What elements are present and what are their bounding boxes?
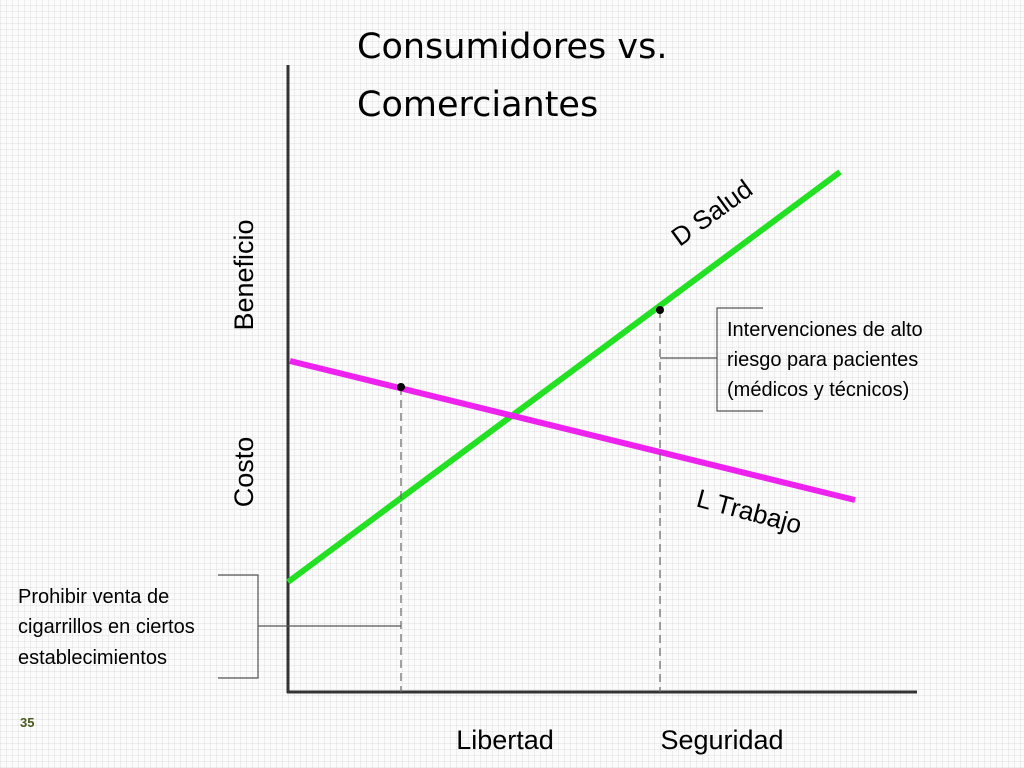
annotation-line: establecimientos	[18, 647, 167, 669]
annotation-line: Prohibir venta de	[18, 586, 169, 608]
supply-curve	[289, 358, 856, 503]
title-line: Consumidores vs.	[357, 27, 668, 67]
point	[656, 306, 664, 314]
point	[397, 383, 405, 391]
curve-label: L Trabajo	[694, 483, 806, 540]
title-line: Comerciantes	[357, 85, 598, 125]
annotation-line: (médicos y técnicos)	[727, 379, 909, 401]
right-bracket	[660, 307, 763, 412]
x-axis-label: Seguridad	[660, 725, 783, 755]
x-axis-label: Libertad	[456, 725, 554, 755]
y-axis-label: Beneficio	[229, 219, 259, 330]
demand-curve	[286, 169, 842, 585]
annotation-line: Intervenciones de alto	[727, 319, 923, 341]
annotation-line: cigarrillos en ciertos	[18, 616, 195, 638]
page-number: 35	[20, 715, 34, 730]
y-axis-label: Costo	[229, 437, 259, 508]
left-bracket	[218, 574, 401, 679]
annotation-line: riesgo para pacientes	[727, 349, 918, 371]
